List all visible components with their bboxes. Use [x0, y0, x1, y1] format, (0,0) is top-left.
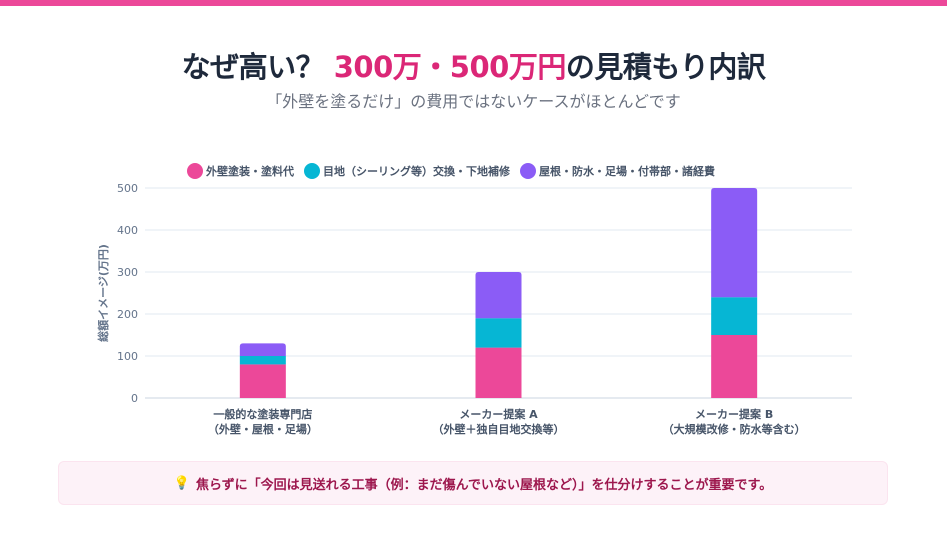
page-title: なぜ高い？ 300万・500万円の見積もり内訳: [0, 44, 947, 86]
title-highlight: 300万・500万円: [333, 50, 567, 84]
title-suffix: の見積もり内訳: [565, 50, 766, 84]
tip-note: 💡 焦らずに「今回は見送れる工事（例：まだ傷んでいない屋根など）」を仕分けするこ…: [58, 461, 888, 505]
y-tick-label: 400: [117, 224, 138, 237]
y-tick-label: 0: [131, 392, 138, 405]
title-prefix: なぜ高い？: [181, 50, 334, 84]
x-tick-label: （外壁＋独自目地交換等）: [433, 422, 565, 436]
legend-label: 外壁塗装・塗料代: [205, 164, 294, 178]
bar-segment: [475, 318, 522, 348]
x-tick-label: メーカー提案 B: [695, 407, 773, 421]
top-accent-bar: [0, 0, 947, 6]
bar-segment: [475, 272, 522, 319]
x-tick-label: （大規模改修・防水等含む）: [663, 422, 806, 436]
legend-swatch: [187, 163, 203, 179]
legend-swatch: [520, 163, 536, 179]
bar-segment: [239, 343, 286, 356]
y-tick-label: 100: [117, 350, 138, 363]
bar-segment: [239, 364, 286, 398]
y-tick-label: 200: [117, 308, 138, 321]
x-tick-label: （外壁・屋根・足場）: [208, 422, 318, 436]
x-tick-label: メーカー提案 A: [459, 407, 538, 421]
bar-segment: [239, 356, 286, 365]
stacked-bar-chart: 0 100 200 300 400 500 総額イメージ(万円) 一般的な塗装専門店（外壁・屋…: [96, 163, 852, 436]
bar-segment: [711, 188, 758, 298]
y-tick-label: 500: [117, 182, 138, 195]
page-subtitle: 「外壁を塗るだけ」の費用ではないケースがほとんどです: [266, 92, 681, 111]
legend-label: 屋根・防水・足場・付帯部・諸経費: [539, 164, 715, 178]
bar-segment: [475, 347, 522, 398]
y-tick-label: 300: [117, 266, 138, 279]
bar-segment: [711, 297, 758, 335]
tip-text: 焦らずに「今回は見送れる工事（例：まだ傷んでいない屋根など）」を仕分けすることが…: [195, 477, 773, 493]
bar-segment: [711, 335, 758, 398]
legend-swatch: [304, 163, 320, 179]
legend-label: 目地（シーリング等）交換・下地補修: [323, 164, 511, 178]
lightbulb-icon: 💡: [173, 475, 190, 491]
y-axis-label: 総額イメージ(万円): [96, 244, 110, 342]
x-tick-label: 一般的な塗装専門店: [213, 407, 312, 421]
